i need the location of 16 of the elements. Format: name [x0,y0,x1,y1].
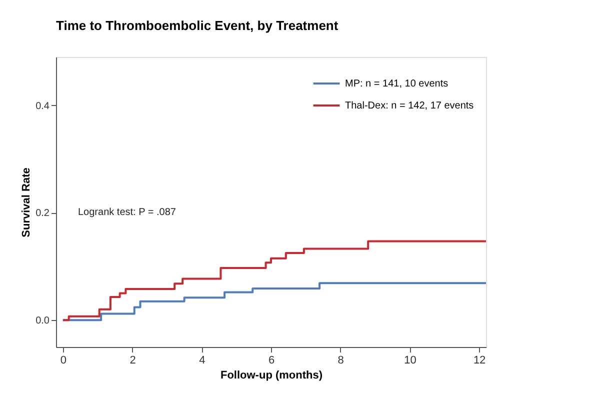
legend-label: Thal-Dex: n = 142, 17 events [345,100,474,112]
y-axis-title: Survival Rate [20,168,33,238]
x-tick-label: 0 [60,354,66,366]
y-tick-label: 0.0 [36,316,50,327]
x-tick-label: 6 [268,354,275,366]
x-tick-label: 12 [473,354,486,366]
x-tick-label: 10 [404,354,416,366]
x-tick-label: 4 [199,354,206,366]
y-tick-label: 0.4 [36,100,50,112]
x-axis-title: Follow-up (months) [220,370,323,382]
x-tick-label: 2 [130,354,136,366]
annotation: Logrank test: P = .087 [78,207,176,218]
legend-label: MP: n = 141, 10 events [345,78,448,90]
x-tick-label: 8 [338,354,344,366]
chart-title: Time to Thromboembolic Event, by Treatment [56,18,339,33]
y-tick-label: 0.2 [36,208,50,220]
